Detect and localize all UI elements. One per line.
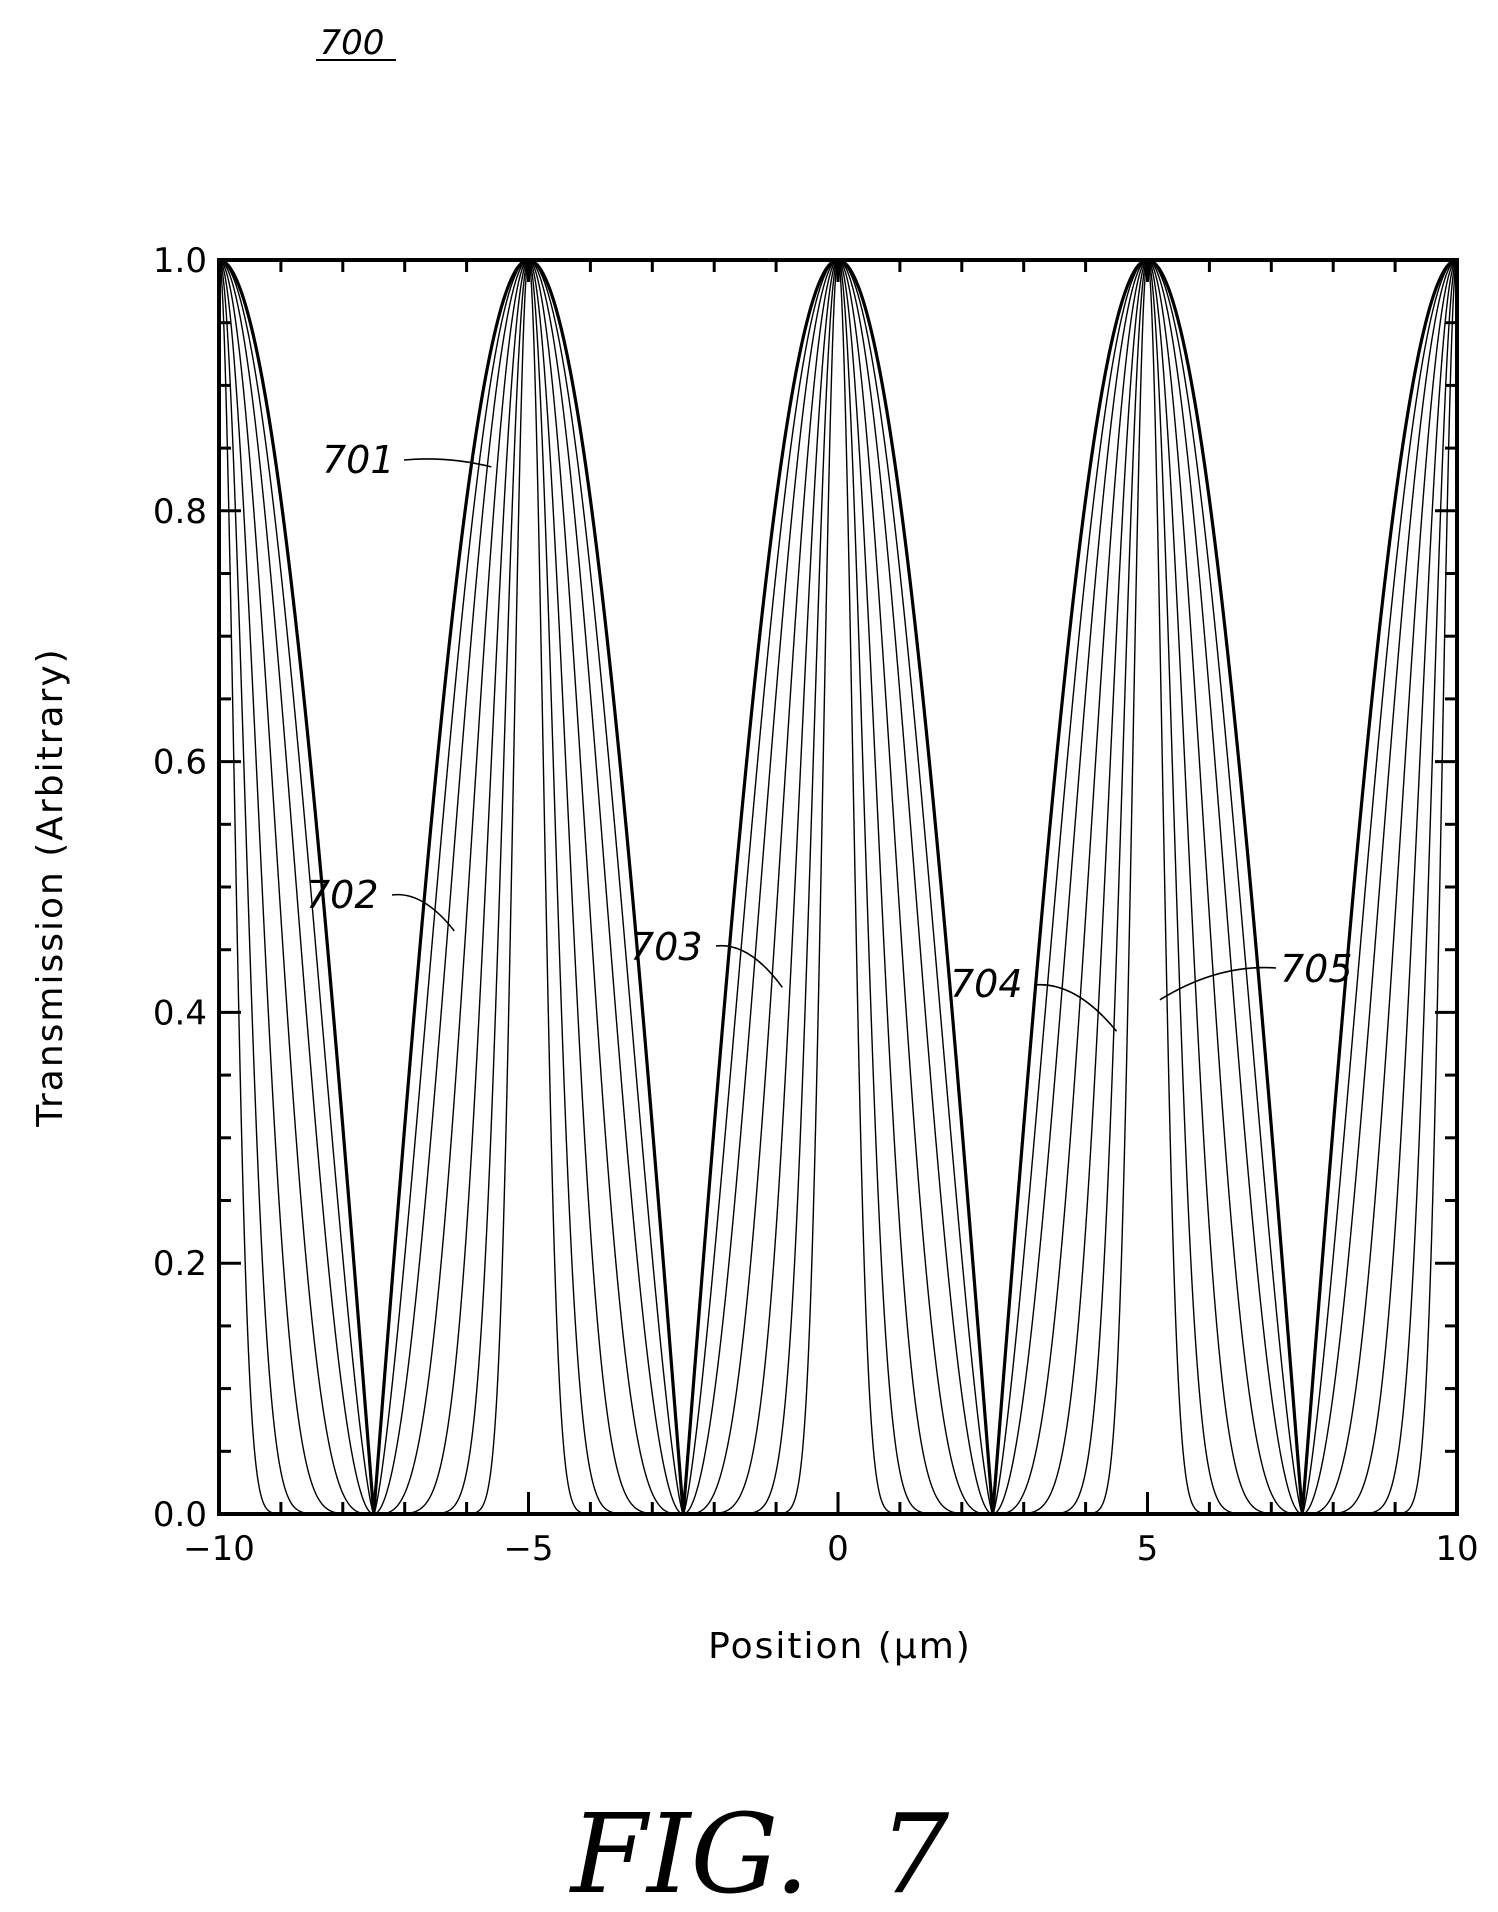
- y-tick-label: 0.4: [153, 993, 207, 1033]
- annotation-leader-701: [403, 458, 492, 468]
- x-tick-labels: −10 −5 0 5 10: [183, 1529, 1479, 1569]
- y-tick-label: 1.0: [153, 241, 207, 281]
- series-line-701: [218, 258, 1458, 1515]
- y-tick-label: 0.0: [153, 1495, 207, 1535]
- annotation-layer: 701 702 703 704 705: [306, 438, 1353, 1032]
- annotation-label-701: 701: [322, 438, 395, 482]
- y-tick-label: 0.6: [153, 743, 207, 783]
- figure-caption: FIG. 7: [569, 1790, 950, 1912]
- series-line-703: [218, 259, 1458, 1515]
- annotation-leader-704: [1033, 983, 1118, 1032]
- annotation-label-703: 703: [630, 925, 703, 969]
- annotation-leader-702: [391, 893, 455, 932]
- series-layer: [218, 258, 1458, 1516]
- x-axis-title: Position (μm): [708, 1626, 972, 1667]
- y-tick-label: 0.8: [153, 492, 207, 532]
- tick-layer: [217, 258, 1459, 1516]
- x-tick-label: −5: [503, 1529, 553, 1569]
- annotation-label-702: 702: [306, 873, 379, 917]
- annotation-label-705: 705: [1280, 947, 1353, 991]
- x-tick-label: −10: [183, 1529, 255, 1569]
- series-line-inner-6: [218, 258, 1458, 1515]
- x-tick-label: 10: [1435, 1529, 1478, 1569]
- y-axis-title: Transmission (Arbitrary): [30, 647, 71, 1127]
- y-tick-labels: 0.0 0.2 0.4 0.6 0.8 1.0: [153, 241, 207, 1535]
- plot-frame: [217, 258, 1459, 1516]
- series-line-704: [218, 259, 1458, 1515]
- series-line-inner-5: [218, 259, 1458, 1515]
- x-tick-label: 0: [827, 1529, 849, 1569]
- annotation-label-704: 704: [950, 962, 1023, 1006]
- figure-ref-number: 700: [320, 23, 385, 63]
- annotation-leader-705: [1159, 966, 1277, 1001]
- x-tick-label: 5: [1137, 1529, 1159, 1569]
- plot-area: −10 −5 0 5 10 0.00.20.40.60.81.0 70170270370…: [153, 241, 1479, 1569]
- annotation-leader-703: [715, 944, 783, 988]
- y-tick-label: 0.2: [153, 1244, 207, 1284]
- series-line-705: [218, 259, 1458, 1515]
- series-line-702: [218, 259, 1458, 1516]
